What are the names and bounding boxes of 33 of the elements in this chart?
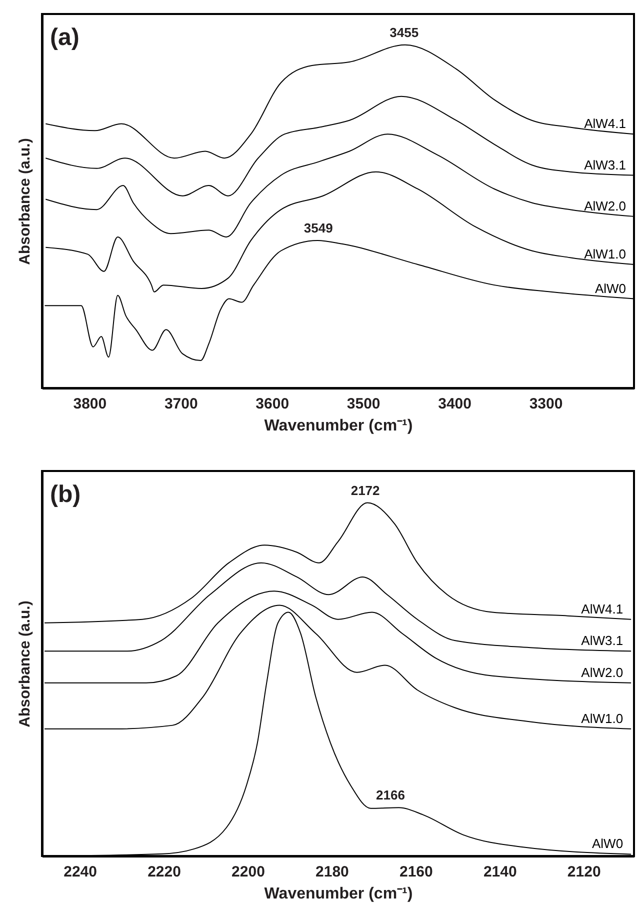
x-axis-title: Wavenumber (cm⁻¹) xyxy=(264,418,413,434)
x-tick-label: 3500 xyxy=(346,396,380,412)
y-axis-title: Absorbance (a.u.) xyxy=(16,600,34,728)
series-label: AlW0 xyxy=(592,836,624,852)
x-tick-label: 3600 xyxy=(256,396,290,412)
chart-title: (b) xyxy=(50,481,81,508)
annotation: 3549 xyxy=(304,220,333,236)
x-tick-label: 2160 xyxy=(399,864,433,880)
x-tick-label: 2180 xyxy=(316,864,349,880)
annotation: 2172 xyxy=(350,482,380,498)
x-tick-label: 2240 xyxy=(64,864,97,880)
series-label: AlW4.1 xyxy=(581,601,624,616)
x-tick-label: 2200 xyxy=(232,864,265,880)
x-tick-label: 2140 xyxy=(483,864,517,880)
x-tick-label: 3300 xyxy=(529,396,563,412)
series-label: AlW1.0 xyxy=(581,710,624,726)
series-label: AlW4.1 xyxy=(584,116,626,132)
x-tick-label: 3400 xyxy=(438,396,472,412)
chart-title: (a) xyxy=(50,24,80,51)
x-axis-title: Wavenumber (cm⁻¹) xyxy=(264,886,413,902)
x-tick-label: 3700 xyxy=(164,396,198,412)
series-label: AlW1.0 xyxy=(584,246,626,262)
series-label: AlW3.1 xyxy=(581,633,624,648)
annotation: 3455 xyxy=(390,24,419,40)
y-axis-title: Absorbance (a.u.) xyxy=(16,138,34,265)
x-tick-label: 3800 xyxy=(73,396,107,412)
series-label: AlW2.0 xyxy=(584,198,626,214)
series-label: AlW0 xyxy=(594,280,626,296)
series-label: AlW2.0 xyxy=(581,664,624,680)
series-label: AlW3.1 xyxy=(584,157,626,172)
x-tick-label: 2120 xyxy=(567,864,601,880)
x-tick-label: 2220 xyxy=(148,864,181,880)
annotation: 2166 xyxy=(376,788,405,803)
